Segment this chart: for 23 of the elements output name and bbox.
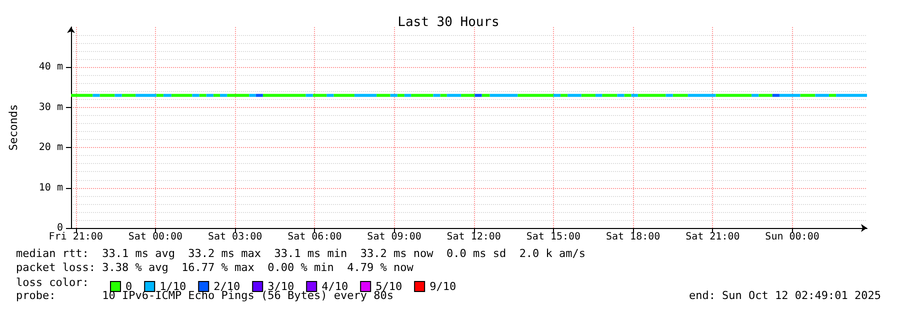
x-tick-label: Fri 21:00 bbox=[48, 232, 103, 242]
text: end: Sun Oct 12 02:49:01 2025 bbox=[688, 289, 882, 302]
y-tick-label: 30 m bbox=[38, 102, 63, 113]
chart-title: Last 30 Hours bbox=[398, 15, 500, 30]
x-tick-label: Sat 00:00 bbox=[128, 232, 183, 242]
x-tick-label: Sat 03:00 bbox=[208, 232, 262, 242]
legend-label: 4/10 bbox=[322, 280, 348, 293]
x-tick-label: Sat 21:00 bbox=[686, 232, 740, 242]
y-tick-label: 10 m bbox=[38, 182, 63, 194]
text: median rtt: 33.1 ms avg 33.2 ms max 33.1 ms min 33.2 ms now 0.0 ms sd 2.0 k am/s bbox=[16, 247, 586, 260]
x-tick-label: Sun 00:00 bbox=[765, 232, 820, 242]
text: packet loss: 3.38 % avg 16.77 % max 0.00 % min 4.79 % now bbox=[16, 261, 414, 274]
x-tick-label: Sat 12:00 bbox=[446, 232, 501, 242]
legend-title: loss color: bbox=[16, 276, 89, 289]
y-tick-label: 40 m bbox=[38, 62, 63, 73]
y-axis-title: Seconds bbox=[7, 104, 20, 151]
x-tick-label: Sat 06:00 bbox=[288, 232, 342, 242]
x-tick-label: Sat 15:00 bbox=[526, 232, 581, 242]
x-tick-label: Sat 09:00 bbox=[367, 232, 422, 242]
legend-label: 9/10 bbox=[430, 280, 456, 293]
y-tick-label: 0 bbox=[56, 222, 63, 234]
y-tick-label: 20 m bbox=[38, 142, 63, 154]
x-tick-label: Sat 18:00 bbox=[606, 232, 660, 242]
